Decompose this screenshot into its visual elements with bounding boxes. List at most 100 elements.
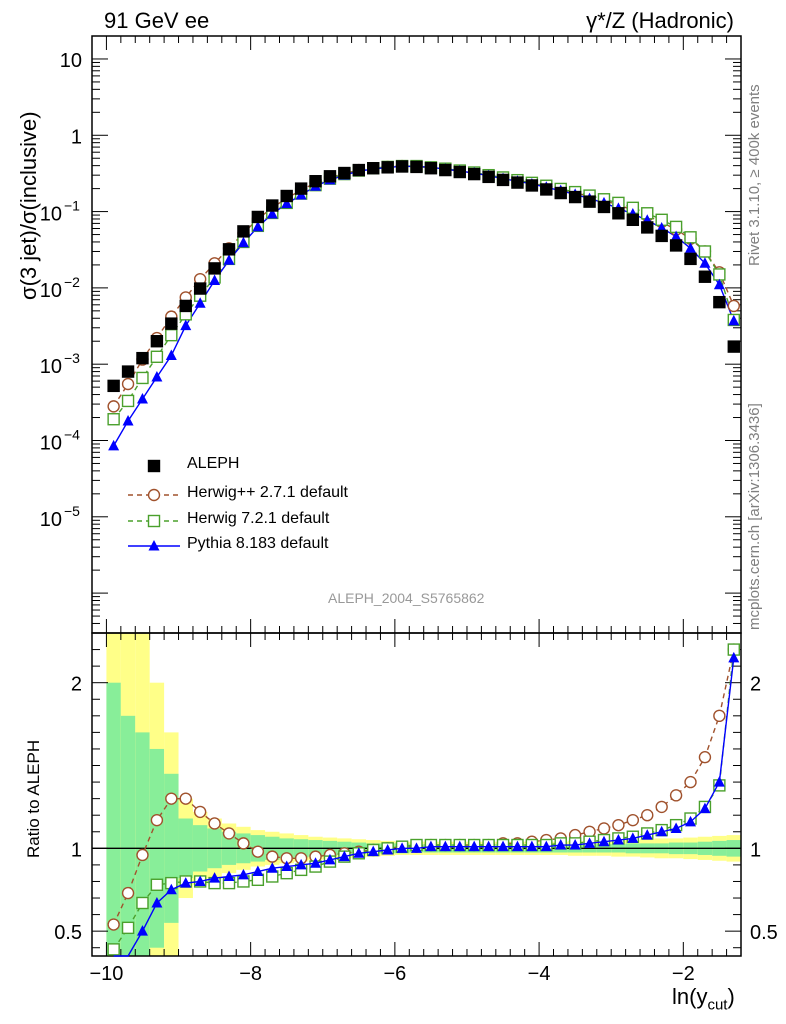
- herwig7-point: [150, 350, 164, 363]
- ratio-pythia-point: [237, 868, 249, 880]
- ratio-pythia-line: [113, 657, 735, 957]
- y-tick-label-exponent: −2: [64, 274, 80, 290]
- pythia-point: [237, 236, 249, 248]
- aleph-point: [280, 189, 293, 203]
- ratio-pythia-point: [194, 875, 206, 886]
- ratio-herwigpp-point: [655, 800, 668, 814]
- aleph-point: [338, 166, 351, 180]
- rivet-label: Rivet 3.1.10, ≥ 400k events: [746, 84, 763, 266]
- y-tick-label-base: 10: [40, 432, 62, 454]
- ratio-herwigpp-point: [641, 809, 654, 822]
- ratio-pythia-point: [511, 840, 523, 852]
- aleph-point: [395, 160, 409, 173]
- ratio-band-green: [120, 715, 136, 956]
- ratio-pythia-point: [454, 840, 466, 852]
- aleph-point: [266, 199, 279, 212]
- pythia-point: [180, 319, 192, 331]
- pythia-point: [281, 197, 293, 209]
- ratio-herwigpp-point: [165, 792, 178, 805]
- ratio-herwigpp-point: [597, 822, 611, 835]
- aleph-point: [410, 160, 423, 174]
- ratio-pythia-point: [209, 872, 221, 883]
- ratio-herwigpp-point: [208, 817, 221, 830]
- legend-label-herwigpp: Herwig++ 2.7.1 default: [187, 484, 348, 501]
- aleph-point: [121, 365, 135, 378]
- aleph-point: [554, 186, 567, 200]
- herwig7-point: [684, 231, 697, 244]
- pythia-point: [685, 242, 697, 253]
- legend-marker-herwig7: [147, 514, 161, 528]
- ratio-herwigpp-point: [237, 837, 250, 850]
- ratio-herwigpp-point: [684, 775, 697, 789]
- x-tick-label: −4: [528, 963, 551, 985]
- aleph-point: [107, 379, 120, 393]
- aleph-point: [222, 243, 236, 256]
- aleph-point: [424, 162, 438, 175]
- herwig7-point: [121, 394, 135, 408]
- ratio-herwigpp-point: [193, 805, 207, 819]
- aleph-point: [179, 299, 192, 313]
- ratio-pythia-point: [670, 822, 682, 833]
- aleph-point: [367, 162, 380, 175]
- x-tick-label: −6: [383, 963, 406, 985]
- analysis-tag: ALEPH_2004_S5765862: [328, 590, 485, 606]
- ratio-herwigpp-point: [150, 813, 164, 827]
- y-tick-label-base: 10: [40, 280, 62, 302]
- ratio-herwigpp-point: [251, 845, 265, 858]
- aleph-point: [583, 195, 596, 208]
- ratio-pythia-point: [641, 829, 653, 840]
- aleph-point: [669, 239, 683, 252]
- ratio-pythia-point: [627, 832, 639, 843]
- ratio-pythia-point: [468, 840, 480, 852]
- energy-label: 91 GeV ee: [104, 8, 210, 33]
- x-tick-label: −8: [239, 963, 262, 985]
- y-tick-label-exponent: −1: [64, 198, 80, 214]
- ratio-y-tick-label: 2: [71, 674, 82, 696]
- ratio-pythia-point: [411, 842, 422, 853]
- aleph-point: [568, 190, 582, 204]
- ratio-pythia-point: [728, 651, 740, 663]
- y-tick-label-base: 10: [40, 509, 62, 531]
- aleph-point: [165, 317, 178, 330]
- aleph-point: [727, 340, 740, 353]
- ratio-pythia-point: [266, 862, 278, 873]
- ratio-pythia-point: [151, 896, 163, 908]
- ratio-pythia-point: [497, 840, 509, 852]
- y-tick-label-base: 10: [40, 356, 62, 378]
- ratio-pythia-point: [180, 877, 192, 888]
- ratio-herwigpp-point: [626, 813, 640, 827]
- x-tick-label: −10: [89, 963, 123, 985]
- ratio-pythia-point: [425, 840, 437, 852]
- pythia-point: [713, 278, 725, 290]
- y-tick-label-1: 1: [71, 126, 82, 148]
- ratio-band-green: [106, 682, 121, 956]
- legend-label-herwig7: Herwig 7.2.1 default: [187, 510, 330, 527]
- ratio-pythia-point: [439, 840, 451, 852]
- ratio-y-tick-label-right: 0.5: [750, 922, 778, 944]
- ratio-pythia-point: [295, 858, 307, 870]
- x-axis-title: ln(ycut): [672, 984, 735, 1013]
- ratio-pythia-point: [713, 776, 725, 787]
- y-tick-label-exponent: −5: [64, 503, 80, 519]
- y-tick-label-exponent: −3: [64, 350, 80, 366]
- ratio-pythia-point: [382, 843, 394, 855]
- aleph-point: [496, 173, 510, 187]
- ratio-pythia-point: [656, 825, 668, 837]
- mcplots-label: mcplots.cern.ch [arXiv:1306.3436]: [746, 403, 763, 630]
- pythia-point: [266, 207, 278, 219]
- herwig7-point: [713, 268, 726, 281]
- aleph-point: [525, 179, 539, 192]
- y-tick-label-10: 10: [60, 50, 82, 72]
- ratio-y-tick-label-right: 1: [750, 839, 761, 861]
- pythia-point: [108, 439, 120, 451]
- ratio-herwig7-point: [136, 896, 149, 910]
- aleph-point: [150, 335, 164, 348]
- herwig7-point: [136, 371, 149, 385]
- process-label: γ*/Z (Hadronic): [586, 8, 734, 33]
- pythia-point: [699, 257, 711, 268]
- x-axis-title-text: ln(ycut): [672, 984, 735, 1014]
- ratio-y-tick-label: 0.5: [54, 922, 82, 944]
- aleph-point: [439, 163, 452, 177]
- y-axis-title: σ(3 jet)/σ(inclusive): [16, 111, 41, 300]
